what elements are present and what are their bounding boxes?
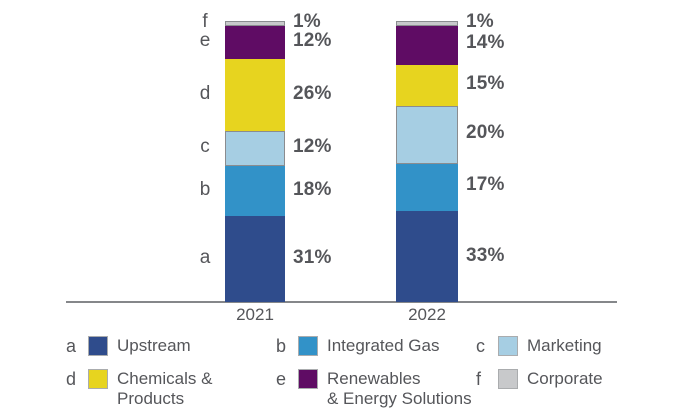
value-label-b-2022: 17%	[466, 174, 505, 196]
legend-swatch-a	[88, 336, 108, 356]
bar-2021	[225, 21, 285, 302]
segment-c-2021	[225, 131, 285, 167]
value-label-d-2021: 26%	[293, 83, 332, 105]
segment-e-2021	[225, 26, 285, 60]
legend-item-d: d Chemicals & Products	[66, 369, 212, 409]
legend-label-f: Corporate	[527, 369, 603, 388]
legend-label-d: Chemicals & Products	[117, 369, 213, 408]
segment-letter-c: c	[200, 136, 210, 158]
legend-letter-a: a	[66, 336, 77, 356]
segment-f-2021	[225, 21, 285, 26]
segment-letter-a: a	[199, 247, 211, 269]
legend-item-c: c Marketing	[476, 336, 602, 356]
segment-a-2022	[396, 210, 458, 302]
legend-letter-b: b	[276, 336, 287, 356]
segment-letter-d: d	[199, 83, 211, 105]
legend-label-b: Integrated Gas	[327, 336, 440, 355]
legend-swatch-f	[498, 369, 518, 389]
legend-letter-f: f	[476, 369, 482, 389]
segment-letter-b: b	[199, 178, 211, 200]
segment-a-2021	[225, 216, 285, 302]
value-label-e-2022: 14%	[466, 32, 505, 54]
segment-letter-f: f	[202, 11, 208, 33]
segment-e-2022	[396, 26, 458, 65]
legend-swatch-e	[298, 369, 318, 389]
value-label-f-2021: 1%	[293, 11, 321, 33]
legend-letter-d: d	[66, 369, 77, 389]
segment-f-2022	[396, 21, 458, 26]
legend-item-f: f Corporate	[476, 369, 603, 389]
legend-swatch-b	[298, 336, 318, 356]
segment-d-2022	[396, 64, 458, 107]
value-label-d-2022: 15%	[466, 73, 505, 95]
segment-b-2021	[225, 166, 285, 217]
value-label-b-2021: 18%	[293, 178, 332, 200]
legend-item-e: e Renewables & Energy Solutions	[276, 369, 472, 409]
bar-2022	[396, 21, 458, 302]
legend-swatch-c	[498, 336, 518, 356]
x-tick-2021: 2021	[236, 305, 274, 324]
value-label-e-2021: 12%	[293, 29, 332, 51]
legend-label-c: Marketing	[527, 336, 602, 355]
x-tick-2022: 2022	[408, 305, 446, 324]
segment-letter-e: e	[199, 29, 211, 51]
segment-b-2022	[396, 163, 458, 211]
segment-c-2022	[396, 106, 458, 164]
legend-label-a: Upstream	[117, 336, 191, 355]
legend-item-a: a Upstream	[66, 336, 191, 356]
legend-letter-c: c	[476, 336, 485, 356]
legend-item-b: b Integrated Gas	[276, 336, 439, 356]
value-label-f-2022: 1%	[466, 11, 494, 33]
value-label-c-2022: 20%	[466, 122, 505, 144]
segment-d-2021	[225, 59, 285, 132]
value-label-c-2021: 12%	[293, 136, 332, 158]
legend-letter-e: e	[276, 369, 287, 389]
value-label-a-2022: 33%	[466, 244, 505, 266]
legend-swatch-d	[88, 369, 108, 389]
value-label-a-2021: 31%	[293, 247, 332, 269]
x-axis-line	[66, 301, 617, 303]
legend-label-e: Renewables & Energy Solutions	[327, 369, 472, 408]
